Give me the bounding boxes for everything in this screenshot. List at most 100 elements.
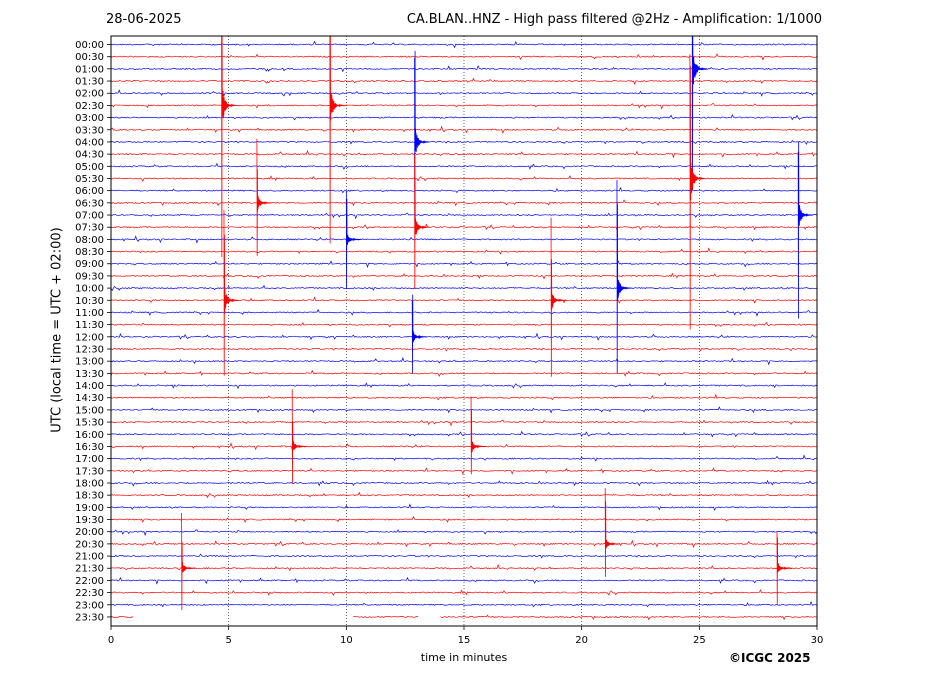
trace-line — [110, 576, 818, 585]
trace-line — [110, 539, 818, 548]
y-tick-label: 22:30 — [75, 588, 104, 599]
seismic-traces — [110, 35, 818, 621]
trace-line — [110, 430, 818, 438]
y-tick-label: 16:30 — [75, 442, 104, 453]
seismic-event — [329, 35, 345, 244]
trace-line — [110, 347, 818, 352]
y-tick-label: 09:00 — [75, 259, 104, 270]
trace-line — [110, 149, 818, 159]
y-tick-label: 17:00 — [75, 454, 104, 465]
trace-line — [110, 272, 818, 280]
trace-line — [110, 212, 818, 220]
x-tick-label: 5 — [225, 635, 231, 646]
y-tick-label: 03:00 — [75, 113, 104, 124]
trace-line — [110, 479, 818, 487]
trace-line — [110, 614, 818, 621]
y-tick-label: 07:00 — [75, 211, 104, 222]
y-tick-label: 03:30 — [75, 125, 104, 136]
y-tick-label: 08:30 — [75, 247, 104, 258]
y-tick-label: 12:00 — [75, 332, 104, 343]
y-tick-label: 20:30 — [75, 539, 104, 550]
trace-line — [110, 321, 818, 328]
copyright-credit: ©ICGC 2025 — [729, 651, 811, 665]
trace-line — [110, 529, 818, 537]
trace-line — [110, 406, 818, 414]
trace-line — [110, 113, 818, 121]
trace-line — [110, 419, 818, 427]
y-tick-label: 08:00 — [75, 235, 104, 246]
trace-line — [110, 308, 818, 317]
y-tick-label: 11:30 — [75, 320, 104, 331]
y-tick-label: 19:30 — [75, 515, 104, 526]
y-tick-label: 05:00 — [75, 162, 104, 173]
trace-line — [110, 223, 818, 231]
y-tick-label: 09:30 — [75, 271, 104, 282]
y-tick-label: 13:30 — [75, 369, 104, 380]
trace-line — [110, 589, 818, 597]
trace-line — [110, 247, 818, 255]
x-tick-label: 25 — [693, 635, 706, 646]
x-tick-label: 15 — [458, 635, 471, 646]
trace-line — [110, 382, 818, 389]
seismic-event — [414, 154, 430, 289]
y-tick-label: 11:00 — [75, 308, 104, 319]
seismic-event — [181, 513, 197, 611]
trace-line — [110, 515, 818, 524]
trace-line — [110, 454, 818, 462]
seismic-event — [550, 217, 566, 377]
x-tick-labels: 0 5 10 15 20 25 30 — [108, 626, 824, 646]
y-tick-label: 10:30 — [75, 296, 104, 307]
trace-line — [110, 467, 818, 476]
y-tick-label: 16:00 — [75, 430, 104, 441]
y-tick-label: 01:00 — [75, 64, 104, 75]
x-tick-label: 30 — [811, 635, 824, 646]
trace-line — [110, 284, 818, 292]
trace-line — [110, 553, 818, 559]
trace-line — [110, 503, 818, 511]
trace-line — [110, 199, 818, 207]
y-tick-label: 14:30 — [75, 393, 104, 404]
trace-line — [110, 186, 818, 194]
y-tick-label: 05:30 — [75, 174, 104, 185]
y-tick-label: 15:30 — [75, 418, 104, 429]
y-tick-label: 02:00 — [75, 89, 104, 100]
y-tick-label: 23:00 — [75, 600, 104, 611]
y-tick-label: 01:30 — [75, 77, 104, 88]
trace-line — [110, 296, 818, 304]
y-tick-label: 00:30 — [75, 52, 104, 63]
trace-line — [110, 442, 818, 451]
y-tick-label: 00:00 — [75, 40, 104, 51]
y-tick-label: 23:30 — [75, 612, 104, 623]
y-tick-label: 04:30 — [75, 150, 104, 161]
seismic-event — [223, 210, 239, 376]
trace-line — [110, 77, 818, 85]
y-tick-label: 14:00 — [75, 381, 104, 392]
y-tick-label: 10:00 — [75, 284, 104, 295]
x-tick-label: 20 — [575, 635, 588, 646]
seismic-event — [691, 35, 708, 190]
y-tick-label: 20:00 — [75, 527, 104, 538]
y-tick-label: 07:30 — [75, 223, 104, 234]
x-tick-label: 10 — [340, 635, 353, 646]
trace-line — [110, 101, 818, 110]
seismic-event — [689, 54, 705, 330]
trace-line — [110, 125, 818, 134]
y-tick-label: 06:00 — [75, 186, 104, 197]
seismic-event — [414, 50, 430, 222]
y-axis-label: UTC (local time = UTC + 02:00) — [49, 227, 65, 433]
y-tick-label: 21:00 — [75, 552, 104, 563]
trace-line — [110, 369, 818, 377]
chart-date: 28-06-2025 — [106, 12, 182, 27]
trace-line — [110, 162, 818, 170]
x-tick-label: 0 — [108, 635, 114, 646]
y-tick-label: 02:30 — [75, 101, 104, 112]
seismic-event — [797, 142, 814, 319]
y-tick-label: 06:30 — [75, 198, 104, 209]
y-tick-label: 19:00 — [75, 503, 104, 514]
y-tick-label: 13:00 — [75, 357, 104, 368]
y-tick-label: 18:00 — [75, 478, 104, 489]
seismic-event — [470, 396, 486, 475]
seismic-event — [256, 138, 272, 256]
